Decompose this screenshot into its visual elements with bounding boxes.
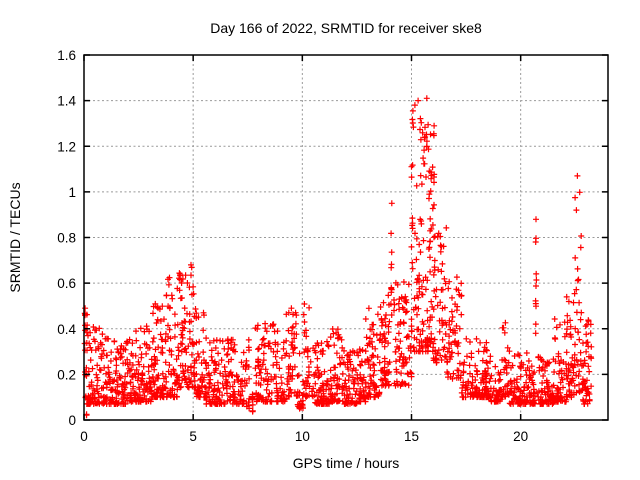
x-tick-label: 0 — [80, 429, 88, 444]
y-axis-label: SRMTID / TECUs — [7, 182, 23, 292]
y-tick-label: 1.2 — [57, 139, 76, 154]
chart-title: Day 166 of 2022, SRMTID for receiver ske… — [210, 20, 482, 36]
tick-labels: 0 5 10 15 20 0 0.2 0.4 0.6 0.8 1 1.2 1.4 1.6 — [57, 48, 528, 444]
y-tick-label: 0.6 — [57, 276, 76, 291]
y-tick-label: 0 — [68, 413, 76, 428]
y-tick-label: 1.4 — [57, 94, 76, 109]
y-tick-label: 0.2 — [57, 367, 76, 382]
x-tick-label: 20 — [513, 429, 528, 444]
x-tick-label: 10 — [295, 429, 310, 444]
y-tick-label: 1.6 — [57, 48, 76, 63]
x-tick-label: 15 — [404, 429, 419, 444]
x-axis-label: GPS time / hours — [293, 455, 400, 471]
y-tick-label: 0.8 — [57, 231, 76, 246]
x-tick-label: 5 — [189, 429, 197, 444]
y-tick-label: 0.4 — [57, 322, 76, 337]
axis-ticks — [83, 54, 608, 421]
y-tick-label: 1 — [68, 185, 76, 200]
grid-lines — [83, 54, 608, 421]
scatter-points — [81, 95, 595, 419]
